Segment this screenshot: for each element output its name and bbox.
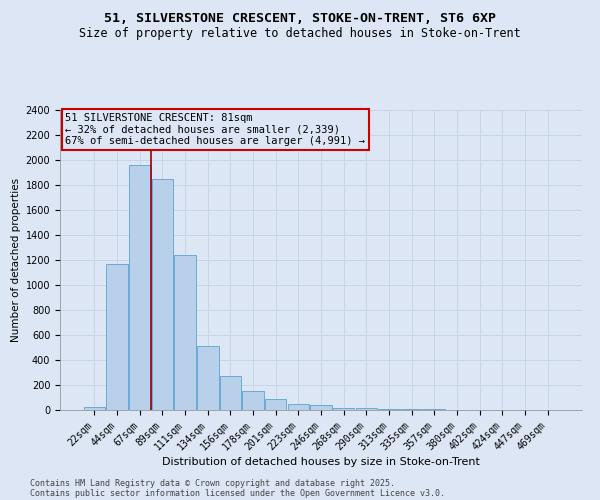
Text: Size of property relative to detached houses in Stoke-on-Trent: Size of property relative to detached ho… — [79, 28, 521, 40]
Bar — [129, 165, 151, 410]
Bar — [220, 376, 241, 410]
Bar — [310, 405, 332, 410]
Bar — [242, 390, 264, 410]
Bar — [333, 408, 355, 410]
Bar — [287, 404, 309, 410]
Bar — [84, 407, 105, 410]
Bar — [265, 399, 286, 410]
Bar — [356, 408, 377, 410]
Bar — [197, 346, 218, 410]
Bar — [106, 264, 128, 410]
Bar — [378, 409, 400, 410]
Text: Contains public sector information licensed under the Open Government Licence v3: Contains public sector information licen… — [30, 488, 445, 498]
Text: 51, SILVERSTONE CRESCENT, STOKE-ON-TRENT, ST6 6XP: 51, SILVERSTONE CRESCENT, STOKE-ON-TRENT… — [104, 12, 496, 26]
X-axis label: Distribution of detached houses by size in Stoke-on-Trent: Distribution of detached houses by size … — [162, 458, 480, 468]
Bar — [152, 179, 173, 410]
Text: 51 SILVERSTONE CRESCENT: 81sqm
← 32% of detached houses are smaller (2,339)
67% : 51 SILVERSTONE CRESCENT: 81sqm ← 32% of … — [65, 113, 365, 146]
Bar — [175, 255, 196, 410]
Text: Contains HM Land Registry data © Crown copyright and database right 2025.: Contains HM Land Registry data © Crown c… — [30, 478, 395, 488]
Y-axis label: Number of detached properties: Number of detached properties — [11, 178, 22, 342]
